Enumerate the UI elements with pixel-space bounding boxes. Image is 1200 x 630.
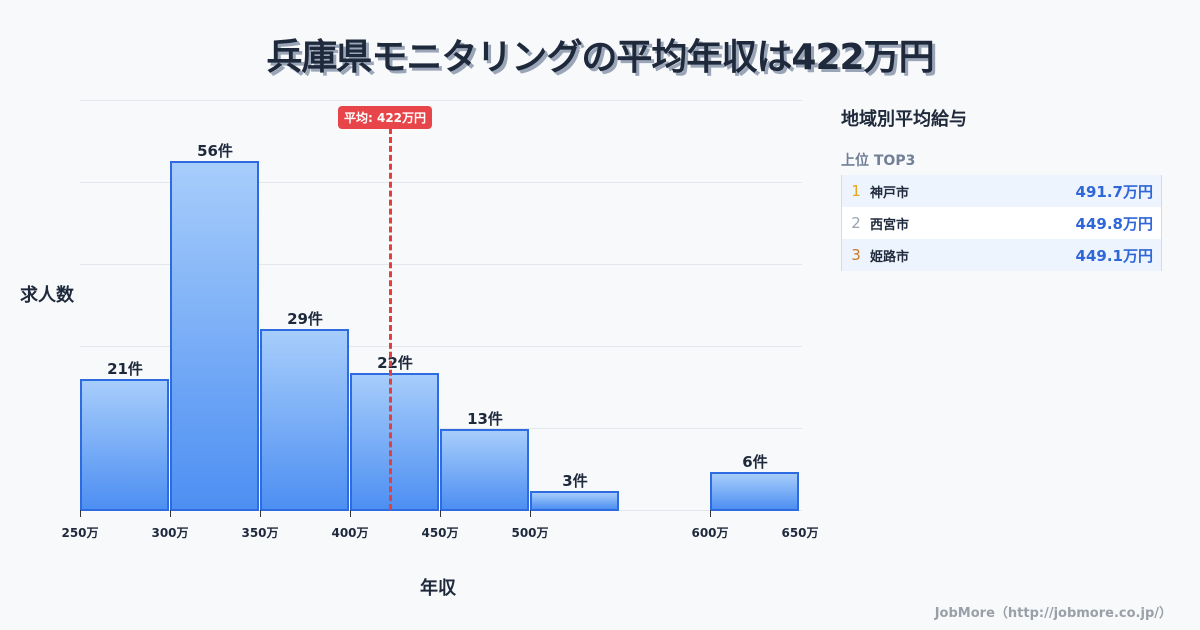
salary-value: 449.1万円 (1075, 246, 1153, 265)
bar-500-550 (530, 491, 619, 511)
panel-subtitle: 上位 TOP3 (841, 153, 916, 169)
x-tick (710, 510, 711, 517)
rank-number: 3 (851, 246, 861, 264)
x-tick-label: 450万 (421, 526, 459, 540)
x-tick (170, 510, 171, 517)
bar-600-650 (710, 472, 799, 511)
page-title: 兵庫県モニタリングの平均年収は422万円 (266, 37, 934, 78)
x-tick (350, 510, 351, 517)
gridline (80, 100, 802, 101)
salary-value: 449.8万円 (1075, 214, 1153, 233)
ranking-row: 1 神戸市 491.7万円 (842, 175, 1161, 207)
gridline (80, 182, 802, 183)
gridline (80, 264, 802, 265)
x-tick-label: 300万 (151, 526, 189, 540)
x-tick-label: 350万 (241, 526, 279, 540)
x-tick-label: 400万 (331, 526, 369, 540)
bar-value-label: 21件 (107, 360, 143, 378)
x-axis-label: 年収 (420, 578, 456, 599)
bar-250-300 (80, 379, 169, 511)
x-tick-label: 500万 (511, 526, 549, 540)
bar-400-450 (350, 373, 439, 511)
rank-number: 2 (851, 214, 861, 232)
x-tick-label: 650万 (781, 526, 819, 540)
gridline (80, 428, 802, 429)
bar-value-label: 29件 (287, 310, 323, 328)
city-name: 西宮市 (870, 217, 910, 233)
bar-value-label: 56件 (197, 142, 233, 160)
bar-value-label: 13件 (467, 410, 503, 428)
panel-title: 地域別平均給与 (841, 109, 967, 130)
ranking-row: 2 西宮市 449.8万円 (842, 207, 1161, 239)
ranking-row: 3 姫路市 449.1万円 (842, 239, 1161, 271)
average-badge: 平均: 422万円 (338, 106, 433, 129)
bar-value-label: 6件 (742, 453, 768, 471)
rank-number: 1 (851, 182, 861, 200)
x-tick-label: 600万 (691, 526, 729, 540)
average-line (389, 128, 392, 510)
x-tick (80, 510, 81, 517)
ranking-table: 1 神戸市 491.7万円 2 西宮市 449.8万円 3 姫路市 449.1万… (841, 175, 1162, 271)
bar-450-500 (440, 429, 529, 511)
x-tick (260, 510, 261, 517)
footer-credit: JobMore（http://jobmore.co.jp/） (934, 606, 1172, 621)
y-axis-label: 求人数 (20, 285, 74, 306)
bar-value-label: 3件 (562, 472, 588, 490)
x-tick (440, 510, 441, 517)
bar-350-400 (260, 329, 349, 511)
gridline (80, 346, 802, 347)
bar-300-350 (170, 161, 259, 511)
x-tick-label: 250万 (61, 526, 99, 540)
city-name: 姫路市 (870, 249, 910, 265)
salary-value: 491.7万円 (1075, 182, 1153, 201)
x-tick (530, 510, 531, 517)
city-name: 神戸市 (870, 185, 910, 201)
bar-value-label: 22件 (377, 354, 413, 372)
